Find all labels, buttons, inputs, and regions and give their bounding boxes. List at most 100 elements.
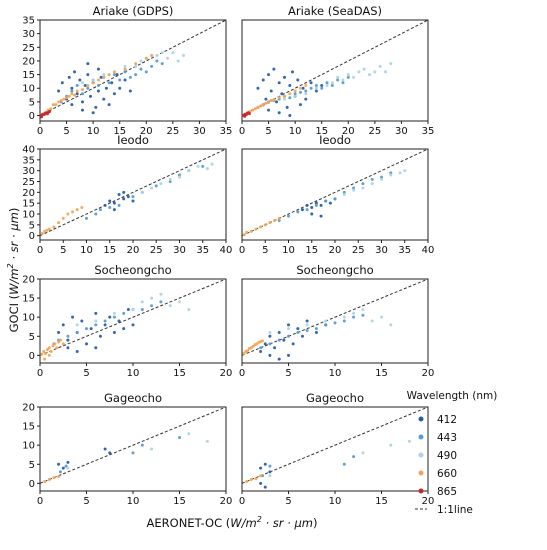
data-point: [45, 348, 49, 352]
data-point: [61, 216, 65, 220]
x-tick-label: 5: [63, 126, 69, 137]
data-point: [134, 62, 138, 66]
data-point: [178, 173, 181, 177]
subplot-title: Socheongcho: [94, 263, 171, 277]
data-point: [86, 73, 90, 77]
data-point: [277, 96, 281, 100]
data-point: [259, 466, 263, 470]
y-tick-label: 35: [22, 155, 35, 166]
plot-frame: [39, 406, 227, 492]
data-point: [242, 351, 246, 355]
legend-marker-443: [418, 434, 424, 440]
data-point: [139, 59, 143, 63]
one-to-one-line: [241, 148, 429, 237]
data-point: [378, 64, 382, 68]
data-point: [96, 84, 100, 88]
data-point: [75, 92, 79, 96]
data-point: [59, 99, 63, 103]
data-point: [389, 173, 393, 177]
series-490: [75, 292, 191, 327]
data-point: [305, 319, 309, 323]
y-tick-label: 0: [29, 231, 35, 242]
data-point: [249, 478, 253, 482]
data-point: [86, 84, 90, 88]
data-point: [267, 108, 271, 112]
data-point: [168, 180, 172, 183]
data-point: [373, 70, 377, 74]
subplot-8: Gageocho 0 5 10 15 20: [239, 391, 435, 507]
x-axis-label-rest: · sr · μm: [262, 516, 313, 530]
data-point: [108, 199, 112, 203]
data-point: [287, 214, 290, 218]
data-point: [268, 464, 272, 468]
data-point: [254, 227, 258, 231]
data-point: [328, 201, 332, 205]
x-tick-label: 25: [352, 245, 365, 256]
data-point: [304, 97, 308, 101]
data-point: [249, 229, 253, 233]
data-point: [398, 171, 402, 175]
data-point: [160, 51, 164, 55]
data-point: [336, 78, 340, 82]
data-point: [65, 96, 69, 100]
data-point: [75, 84, 79, 88]
legend-marker-490: [418, 452, 424, 458]
data-point: [342, 462, 346, 466]
one-to-one-line: [241, 278, 429, 356]
data-point: [263, 485, 267, 489]
data-point: [88, 94, 92, 98]
data-point: [389, 171, 393, 175]
data-point: [83, 84, 87, 88]
data-point: [296, 327, 300, 331]
data-point: [96, 67, 100, 71]
subplot-5: Socheongcho 0 5 10 15 20 0 5 10 15 20: [22, 263, 232, 379]
data-point: [196, 164, 200, 168]
data-point: [60, 81, 64, 85]
data-point: [205, 167, 209, 170]
data-point: [123, 64, 127, 68]
data-point: [389, 323, 393, 327]
data-point: [287, 353, 290, 357]
data-point: [269, 89, 273, 93]
x-tick-label: 5: [285, 496, 291, 507]
x-tick-label: 10: [329, 368, 342, 379]
data-point: [290, 70, 294, 74]
data-point: [91, 78, 95, 82]
series-660: [242, 216, 281, 237]
data-point: [268, 334, 272, 338]
x-tick-label: 0: [37, 368, 43, 379]
data-point: [104, 86, 108, 90]
data-point: [314, 86, 318, 90]
data-point: [352, 315, 356, 319]
data-point: [259, 104, 263, 108]
data-point: [166, 56, 170, 60]
data-point: [178, 175, 181, 179]
y-tick-label: 15: [22, 199, 35, 210]
plot-frame: [39, 19, 227, 122]
plot-frame: [241, 148, 429, 241]
x-tick-label: 15: [375, 368, 388, 379]
data-point: [259, 225, 263, 229]
data-point: [67, 94, 71, 98]
data-point: [333, 321, 337, 325]
x-tick-label: 0: [239, 126, 245, 137]
data-point: [298, 90, 302, 94]
series-490: [140, 162, 214, 194]
data-point: [117, 319, 121, 323]
series-490: [66, 432, 209, 470]
data-point: [288, 84, 292, 88]
data-point: [324, 199, 328, 203]
data-point: [112, 330, 116, 334]
data-point: [314, 89, 318, 93]
data-point: [45, 228, 49, 232]
data-point: [181, 53, 185, 57]
data-point: [263, 342, 267, 346]
data-point: [264, 97, 268, 101]
data-point: [407, 439, 411, 443]
x-tick-label: 20: [220, 368, 233, 379]
data-point: [47, 478, 51, 482]
data-point: [81, 92, 85, 96]
data-point: [314, 330, 318, 334]
data-point: [61, 342, 65, 346]
y-tick-label: 10: [22, 441, 35, 452]
